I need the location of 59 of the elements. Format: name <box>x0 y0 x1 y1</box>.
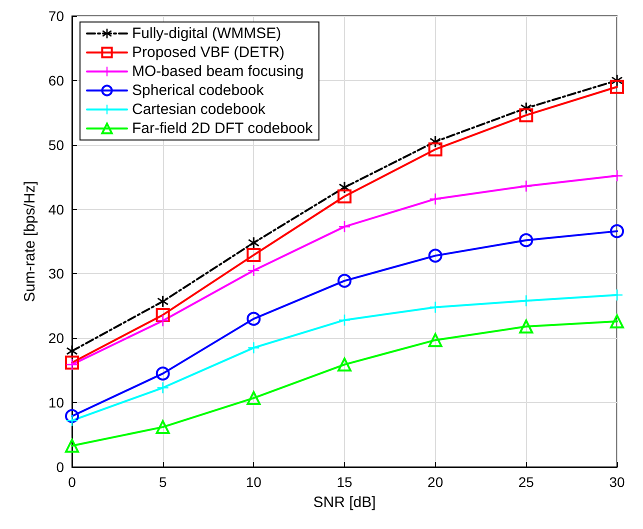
y-tick-label: 20 <box>48 330 64 346</box>
legend-label: Cartesian codebook <box>132 101 266 118</box>
point <box>339 221 350 232</box>
y-tick-label: 50 <box>48 136 64 153</box>
point <box>156 308 170 322</box>
point <box>157 296 168 307</box>
x-axis-title: SNR [dB] <box>313 494 376 511</box>
legend-label: Fully-digital (WMMSE) <box>132 25 282 42</box>
y-tick-label: 0 <box>56 459 64 475</box>
point <box>66 346 78 357</box>
legend-label: Far-field 2D DFT codebook <box>132 120 314 137</box>
y-tick-label: 40 <box>48 201 64 218</box>
legend-label: MO-based beam focusing <box>132 63 304 80</box>
point <box>519 320 534 334</box>
legend-label: Spherical codebook <box>132 82 264 99</box>
point <box>430 302 441 313</box>
legend-label: Proposed VBF (DETR) <box>132 44 285 61</box>
point <box>428 142 442 156</box>
point <box>519 233 534 248</box>
point <box>65 356 79 370</box>
point <box>612 170 622 182</box>
x-tick-label: 25 <box>518 474 534 490</box>
point <box>338 274 352 288</box>
x-tick-label: 20 <box>428 474 444 490</box>
point <box>248 264 260 276</box>
point <box>610 314 624 328</box>
point <box>246 391 261 406</box>
point <box>428 248 442 263</box>
point <box>428 333 442 348</box>
point <box>519 108 534 122</box>
y-tick-label: 30 <box>48 266 64 282</box>
y-tick-label: 60 <box>48 72 64 88</box>
x-tick-label: 10 <box>246 474 262 490</box>
point <box>339 314 350 326</box>
x-tick-label: 5 <box>158 474 167 490</box>
y-axis-title: Sum-rate [bps/Hz] <box>22 181 39 302</box>
point <box>610 80 624 94</box>
point <box>610 224 624 238</box>
point <box>65 438 79 453</box>
point <box>338 358 352 372</box>
point <box>520 295 532 306</box>
point <box>246 312 261 326</box>
x-tick-label: 30 <box>609 474 625 490</box>
point <box>157 382 168 394</box>
point <box>156 420 170 434</box>
point <box>430 193 441 204</box>
point <box>157 315 168 326</box>
point <box>246 248 261 262</box>
y-tick-label: 10 <box>48 394 64 411</box>
point <box>520 180 532 192</box>
x-tick-label: 15 <box>336 474 352 490</box>
point <box>66 415 78 426</box>
point <box>248 237 260 248</box>
y-tick-label: 70 <box>48 8 64 24</box>
point <box>338 189 352 204</box>
point <box>65 409 79 424</box>
x-tick-label: 0 <box>68 474 76 490</box>
point <box>248 342 260 354</box>
point <box>156 366 170 381</box>
